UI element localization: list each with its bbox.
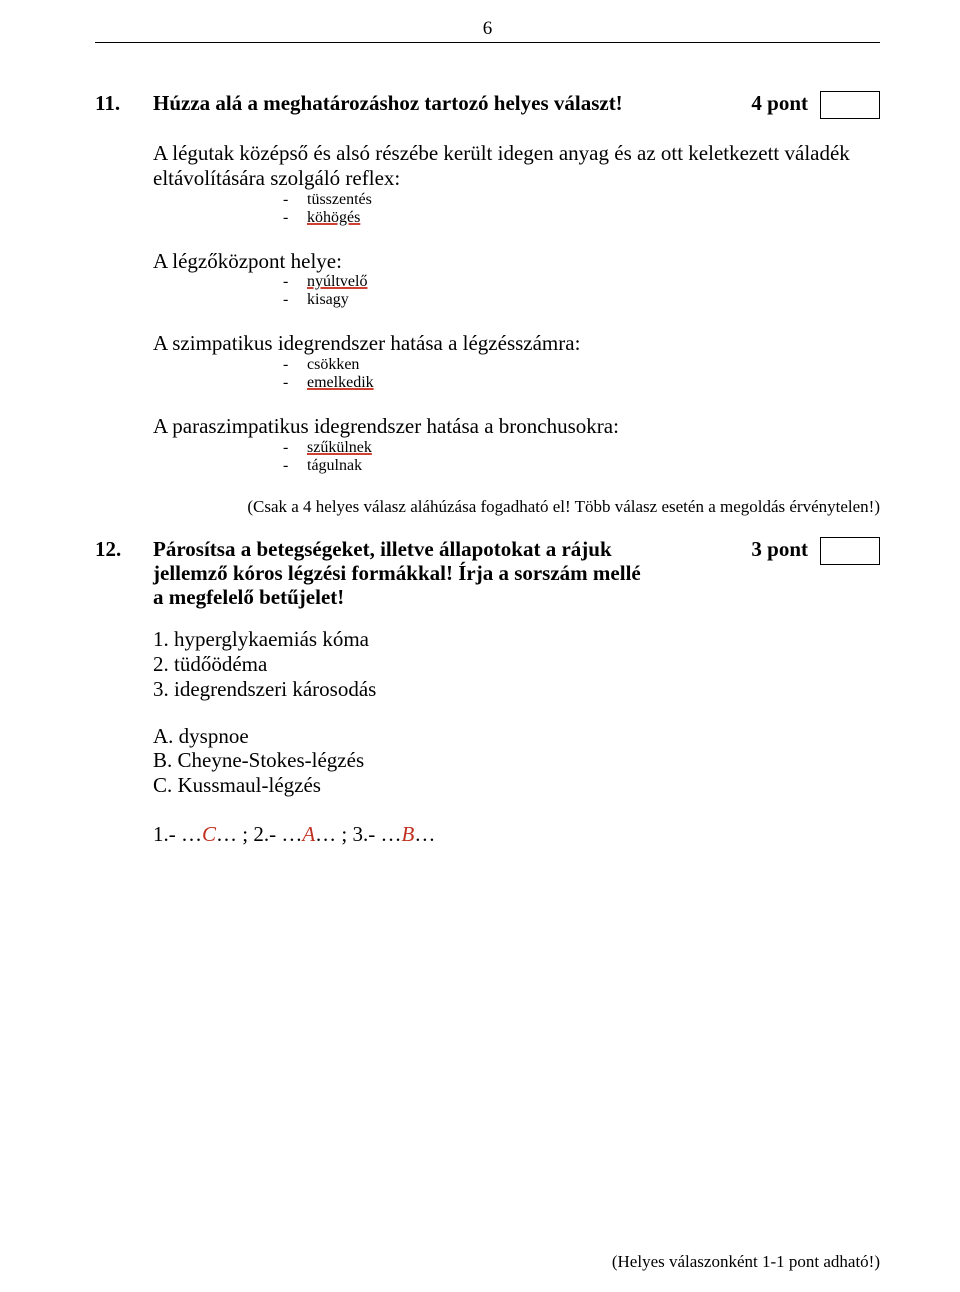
q11-note: (Csak a 4 helyes válasz aláhúzása fogadh… xyxy=(153,497,880,517)
q11-opt-1a-text: tüsszentés xyxy=(307,191,372,209)
q12-title-line-1: Párosítsa a betegségeket, illetve állapo… xyxy=(153,537,612,561)
q11-opt-4b: - tágulnak xyxy=(283,457,880,475)
q12-item-3: 3. idegrendszeri károsodás xyxy=(153,677,880,702)
ans-mid-2: … ; 3.- … xyxy=(315,822,401,846)
q12-answer-line: 1.- …C… ; 2.- …A… ; 3.- …B… xyxy=(153,822,880,847)
q11-points: 4 pont xyxy=(751,91,808,116)
question-12: 12. Párosítsa a betegségeket, illetve ál… xyxy=(95,537,880,847)
dash-icon: - xyxy=(283,273,307,291)
dash-icon: - xyxy=(283,191,307,209)
question-11: 11. Húzza alá a meghatározáshoz tartozó … xyxy=(95,91,880,517)
q11-opt-1b-text: köhögés xyxy=(307,209,360,227)
q11-opt-3b-text: emelkedik xyxy=(307,374,374,392)
ans-a: A xyxy=(302,822,315,846)
q11-title: Húzza alá a meghatározáshoz tartozó hely… xyxy=(153,91,741,115)
q11-intro-1: A légutak középső és alsó részébe került… xyxy=(153,141,880,191)
dash-icon: - xyxy=(283,457,307,475)
ans-suffix: … xyxy=(414,822,435,846)
q12-option-b: B. Cheyne-Stokes-légzés xyxy=(153,748,880,773)
q12-title: Párosítsa a betegségeket, illetve állapo… xyxy=(153,537,741,609)
q12-heading: 12. Párosítsa a betegségeket, illetve ál… xyxy=(95,537,880,609)
ans-b: B xyxy=(402,822,415,846)
ans-c: C xyxy=(202,822,216,846)
q11-opt-3b: - emelkedik xyxy=(283,374,880,392)
q11-opt-2b-text: kisagy xyxy=(307,291,349,309)
dash-icon: - xyxy=(283,374,307,392)
dash-icon: - xyxy=(283,291,307,309)
q11-opt-2b: - kisagy xyxy=(283,291,880,309)
dash-icon: - xyxy=(283,439,307,457)
q12-title-line-2: jellemző kóros légzési formákkal! Írja a… xyxy=(153,561,641,585)
q12-option-c: C. Kussmaul-légzés xyxy=(153,773,880,798)
q12-score-box xyxy=(820,537,880,565)
dash-icon: - xyxy=(283,356,307,374)
footer-note: (Helyes válaszonként 1-1 pont adható!) xyxy=(612,1252,880,1272)
q11-intro-3: A szimpatikus idegrendszer hatása a légz… xyxy=(153,331,880,356)
q12-points: 3 pont xyxy=(751,537,808,562)
ans-prefix-1: 1.- … xyxy=(153,822,202,846)
page: 6 11. Húzza alá a meghatározáshoz tartoz… xyxy=(0,0,960,1292)
q12-item-1: 1. hyperglykaemiás kóma xyxy=(153,627,880,652)
q12-title-line-3: a megfelelő betűjelet! xyxy=(153,585,344,609)
q11-opt-2a: - nyúltvelő xyxy=(283,273,880,291)
q11-opt-3a-text: csökken xyxy=(307,356,359,374)
q11-intro-2: A légzőközpont helye: xyxy=(153,249,880,274)
q11-intro-4: A paraszimpatikus idegrendszer hatása a … xyxy=(153,414,880,439)
q11-opt-4a-text: szűkülnek xyxy=(307,439,372,457)
dash-icon: - xyxy=(283,209,307,227)
q11-number: 11. xyxy=(95,91,153,116)
q11-heading: 11. Húzza alá a meghatározáshoz tartozó … xyxy=(95,91,880,119)
q11-opt-3a: - csökken xyxy=(283,356,880,374)
q12-number: 12. xyxy=(95,537,153,562)
q11-opt-2a-text: nyúltvelő xyxy=(307,273,367,291)
q11-opt-4b-text: tágulnak xyxy=(307,457,362,475)
page-number: 6 xyxy=(95,18,880,40)
q11-opt-1a: - tüsszentés xyxy=(283,191,880,209)
q12-item-2: 2. tüdőödéma xyxy=(153,652,880,677)
q11-opt-4a: - szűkülnek xyxy=(283,439,880,457)
q11-opt-1b: - köhögés xyxy=(283,209,880,227)
q11-score-box xyxy=(820,91,880,119)
ans-mid-1: … ; 2.- … xyxy=(216,822,302,846)
top-rule xyxy=(95,42,880,43)
q12-option-a: A. dyspnoe xyxy=(153,724,880,749)
q12-number-list: 1. hyperglykaemiás kóma 2. tüdőödéma 3. … xyxy=(153,627,880,701)
q12-letter-list: A. dyspnoe B. Cheyne-Stokes-légzés C. Ku… xyxy=(153,724,880,798)
